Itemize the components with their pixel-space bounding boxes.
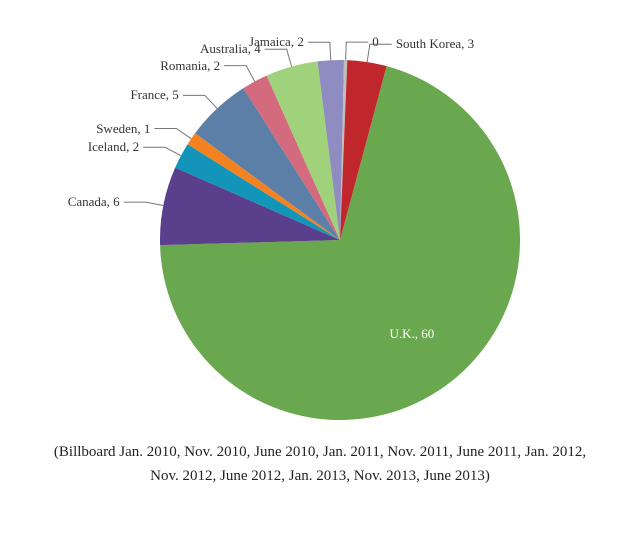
leader-line	[308, 42, 331, 60]
pie-svg	[160, 60, 520, 420]
slice-label: South Korea, 3	[396, 36, 474, 52]
slice-label-uk: U.K., 60	[390, 326, 435, 342]
slice-label: Jamaica, 2	[249, 34, 304, 50]
slice-label: 0	[372, 34, 379, 50]
slice-label: France, 5	[130, 87, 178, 103]
leader-line	[346, 42, 369, 60]
pie-chart: U.K., 60 Canada, 6 Iceland, 2 Sweden, 1 Fran…	[0, 0, 640, 440]
chart-caption: (Billboard Jan. 2010, Nov. 2010, June 20…	[20, 440, 620, 488]
slice-label: Canada, 6	[68, 194, 120, 210]
slice-label: Iceland, 2	[88, 139, 139, 155]
caption-line-1: (Billboard Jan. 2010, Nov. 2010, June 20…	[54, 444, 586, 460]
leader-line	[124, 202, 164, 205]
caption-line-2: Nov. 2012, June 2012, Jan. 2013, Nov. 20…	[150, 468, 490, 484]
slice-label: Sweden, 1	[96, 121, 150, 137]
slice-label: Romania, 2	[160, 58, 220, 74]
